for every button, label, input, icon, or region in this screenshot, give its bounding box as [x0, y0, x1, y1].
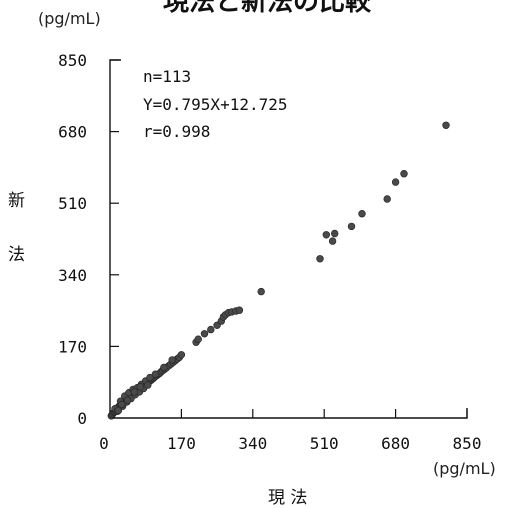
data-point	[114, 406, 123, 415]
x-tick-label: 680	[381, 434, 410, 453]
data-point	[130, 388, 139, 396]
data-point	[316, 255, 324, 263]
y-tick-label: 0	[77, 409, 87, 428]
data-point	[144, 381, 152, 389]
data-point	[347, 222, 356, 231]
x-ticks: 0 170 340 510 680 850	[99, 409, 481, 453]
x-tick-label: 0	[99, 434, 109, 453]
data-point	[400, 170, 408, 178]
y-axis-title-char-1: 新	[8, 191, 25, 211]
x-tick-label: 850	[453, 434, 482, 453]
data-point	[383, 195, 391, 203]
data-point	[331, 229, 339, 238]
annotation-r: r=0.998	[143, 122, 210, 141]
y-tick-label: 170	[58, 337, 87, 356]
y-tick-label: 680	[58, 123, 87, 142]
data-point	[391, 178, 400, 186]
data-point	[136, 383, 144, 391]
y-axis-unit: (pg/mL)	[38, 9, 101, 28]
data-point	[235, 306, 244, 314]
annotations: n=113 Y=0.795X+12.725 r=0.998	[143, 67, 288, 141]
y-tick-label: 850	[58, 51, 87, 70]
data-point	[200, 330, 209, 338]
data-points	[107, 121, 450, 420]
x-tick-label: 510	[310, 434, 339, 453]
annotation-equation: Y=0.795X+12.725	[143, 95, 288, 114]
y-tick-label: 340	[58, 266, 87, 285]
data-point	[207, 325, 215, 334]
data-point	[442, 121, 450, 130]
x-axis-unit: (pg/mL)	[433, 459, 496, 478]
data-point	[322, 231, 330, 239]
annotation-n: n=113	[143, 67, 191, 86]
data-point	[123, 396, 132, 404]
data-point	[194, 335, 202, 343]
x-tick-label: 170	[167, 434, 196, 453]
data-point	[358, 210, 366, 218]
data-point	[328, 237, 337, 245]
data-point	[118, 400, 126, 409]
data-point	[168, 356, 176, 364]
y-axis-title: 新 法	[8, 191, 25, 265]
x-tick-label: 340	[238, 434, 267, 453]
data-point	[151, 370, 160, 378]
x-axis-title: 現 法	[268, 488, 307, 508]
data-point	[146, 373, 154, 382]
data-point	[160, 363, 168, 372]
y-axis-title-char-2: 法	[8, 245, 25, 265]
y-tick-label: 510	[58, 194, 87, 213]
chart-title: 現法と新法の比較	[163, 0, 372, 17]
data-point	[177, 351, 186, 359]
y-ticks: 0 170 340 510 680 850	[58, 51, 119, 428]
data-point	[257, 287, 265, 296]
